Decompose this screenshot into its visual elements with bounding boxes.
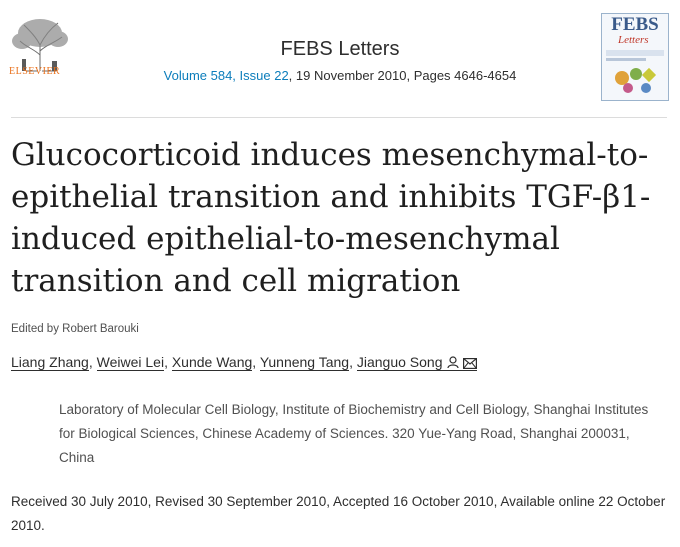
- article-title: Glucocorticoid induces mesenchymal-to-ep…: [11, 137, 651, 299]
- cover-artwork: [606, 50, 664, 93]
- mail-icon: [462, 358, 477, 369]
- issue-link[interactable]: Volume 584, Issue 22: [163, 68, 289, 83]
- author-name: Jianguo Song: [356, 354, 443, 370]
- author-list: Liang Zhang, Weiwei Lei, Xunde Wang, Yun…: [11, 352, 477, 372]
- author-link-corresponding[interactable]: Jianguo Song: [356, 354, 477, 371]
- author-link[interactable]: Yunneng Tang: [259, 354, 350, 371]
- author-link[interactable]: Liang Zhang: [11, 354, 89, 371]
- elsevier-tree-logo[interactable]: [8, 10, 72, 80]
- person-icon: [446, 356, 459, 369]
- article-dates: Received 30 July 2010, Revised 30 Septem…: [11, 494, 666, 533]
- author-link[interactable]: Xunde Wang: [171, 354, 253, 371]
- affiliation: Laboratory of Molecular Cell Biology, In…: [59, 402, 649, 465]
- journal-cover[interactable]: FEBS Letters: [601, 13, 669, 101]
- journal-block: FEBS Letters Volume 584, Issue 22, 19 No…: [140, 36, 540, 86]
- header: ELSEVIER FEBS Letters Volume 584, Issue …: [0, 0, 680, 120]
- issue-details: , 19 November 2010, Pages 4646-4654: [288, 68, 517, 83]
- cover-title: FEBS: [611, 14, 659, 35]
- publisher-name: ELSEVIER: [9, 66, 61, 77]
- header-divider: [11, 117, 667, 118]
- journal-issue: Volume 584, Issue 22, 19 November 2010, …: [140, 66, 540, 86]
- author-link[interactable]: Weiwei Lei: [96, 354, 165, 371]
- edited-by: Edited by Robert Barouki: [11, 323, 139, 335]
- cover-subtitle: Letters: [618, 34, 649, 46]
- journal-title[interactable]: FEBS Letters: [280, 38, 400, 60]
